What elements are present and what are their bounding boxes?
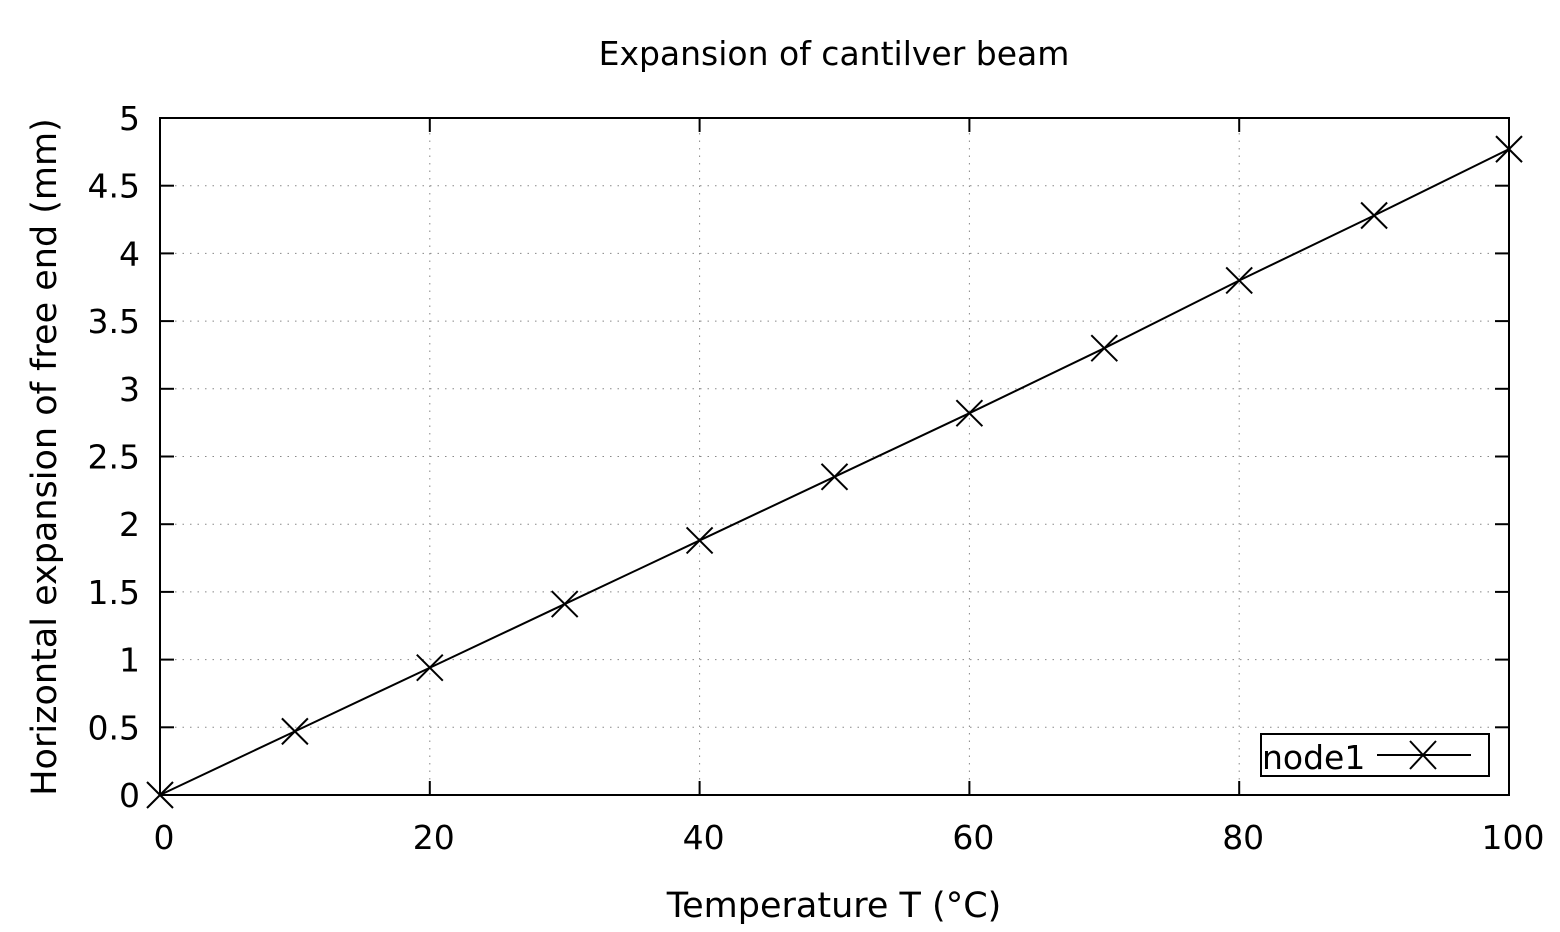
data-point [416,654,444,682]
data-point [1090,334,1119,362]
x-tick-label: 0 [154,818,175,857]
y-tick-label: 3.5 [88,302,140,341]
x-tick-label: 20 [413,818,455,857]
data-point [955,399,984,427]
y-tick-label: 0.5 [88,708,140,747]
data-point [820,463,849,491]
data-point [685,526,714,555]
legend-x-marker [1409,740,1437,770]
data-point [1360,201,1388,230]
y-tick-label: 4.5 [88,167,140,206]
x-axis-label: Temperature T (°C) [666,886,1002,926]
plot-frame [159,117,1510,796]
y-tick-label: 0 [119,776,140,815]
data-point [550,590,579,618]
y-tick-label: 5 [119,99,140,138]
x-tick-label: 60 [952,818,994,857]
y-tick-label: 1 [119,641,140,680]
data-point [281,717,309,746]
grid [160,118,1509,795]
x-tick-label: 100 [1482,818,1545,857]
x-tick-label: 80 [1222,818,1264,857]
legend-label-node1: node1 [1262,738,1365,777]
axis-ticks: 0 0.5 1 1.5 2 2.5 3 3.5 4 4.5 5 0 20 40 60 80 100 [88,99,1545,857]
x-tick-label: 40 [683,818,725,857]
plot-data [146,135,1523,809]
y-tick-label: 1.5 [88,573,140,612]
data-point [1225,266,1253,295]
y-tick-label: 2 [119,505,140,544]
y-tick-label: 2.5 [88,438,140,477]
y-axis-label: Horizontal expansion of free end (mm) [25,118,65,796]
y-tick-label: 4 [119,234,140,273]
y-tick-label: 3 [119,370,140,409]
legend: node1 [1260,733,1490,777]
chart-title: Expansion of cantilver beam [599,34,1070,73]
series-line-node1 [159,148,1510,796]
